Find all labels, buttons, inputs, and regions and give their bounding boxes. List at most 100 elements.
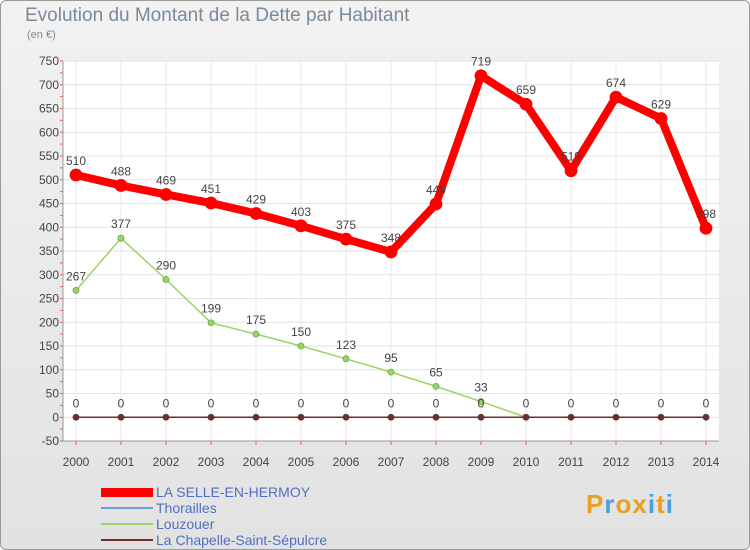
data-point <box>474 69 488 83</box>
x-tick-label: 2007 <box>378 455 405 469</box>
data-point <box>342 355 350 363</box>
y-tick-label: 400 <box>39 220 59 234</box>
legend-swatch <box>101 523 153 525</box>
y-tick-label: 0 <box>52 410 59 424</box>
data-label: 488 <box>111 164 131 178</box>
legend-item[interactable]: La Chapelle-Saint-Sépulcre <box>101 532 327 548</box>
x-tick-label: 2014 <box>693 455 720 469</box>
data-label: 0 <box>208 396 215 410</box>
data-label: 0 <box>298 396 305 410</box>
data-label: 0 <box>253 396 260 410</box>
y-tick-label: 650 <box>39 102 59 116</box>
y-tick-label: 700 <box>39 78 59 92</box>
data-point <box>117 413 125 421</box>
legend-item[interactable]: Louzouer <box>101 516 327 532</box>
legend-item[interactable]: Thorailles <box>101 500 327 516</box>
data-point <box>432 382 440 390</box>
data-label: 629 <box>651 97 671 111</box>
data-label: 0 <box>523 396 530 410</box>
data-point <box>162 413 170 421</box>
data-point <box>387 368 395 376</box>
data-label: 123 <box>336 338 356 352</box>
data-label: 0 <box>73 396 80 410</box>
logo-letter: o <box>615 489 633 519</box>
data-point <box>477 413 485 421</box>
legend-label: La Chapelle-Saint-Sépulcre <box>156 532 328 548</box>
legend-label: Louzouer <box>156 516 215 532</box>
legend-swatch <box>101 507 153 509</box>
data-point <box>72 287 80 294</box>
data-label: 377 <box>111 217 131 231</box>
data-label: 451 <box>201 182 221 196</box>
data-label: 0 <box>388 396 395 410</box>
data-label: 0 <box>568 396 575 410</box>
data-label: 199 <box>201 302 221 316</box>
data-label: 403 <box>291 205 311 219</box>
y-tick-label: 200 <box>39 315 59 329</box>
y-tick-label: 550 <box>39 149 59 163</box>
data-point <box>72 413 80 421</box>
data-label: 659 <box>516 83 536 97</box>
data-label: 267 <box>66 269 86 283</box>
chart-title: Evolution du Montant de la Dette par Hab… <box>25 5 410 26</box>
x-tick-label: 2000 <box>63 455 90 469</box>
x-tick-label: 2003 <box>198 455 225 469</box>
data-point <box>702 413 710 421</box>
data-point <box>477 398 485 405</box>
data-label: 348 <box>381 231 401 245</box>
data-label: 65 <box>429 365 443 379</box>
legend-swatch <box>101 487 153 497</box>
data-point <box>117 234 125 242</box>
data-label: 0 <box>703 396 710 410</box>
data-label: 429 <box>246 192 266 206</box>
logo-letter: r <box>604 489 616 519</box>
data-point <box>342 413 350 421</box>
chart-legend: LA SELLE-EN-HERMOY Thorailles Louzouer L… <box>101 484 327 548</box>
x-tick-label: 2009 <box>468 455 495 469</box>
data-label: 175 <box>246 313 266 327</box>
data-point <box>207 413 215 421</box>
data-point <box>249 207 263 220</box>
legend-label: Thorailles <box>156 500 217 516</box>
data-point <box>159 188 173 201</box>
data-label: 290 <box>156 259 176 273</box>
data-point <box>564 164 578 178</box>
data-point <box>162 276 170 283</box>
legend-label: LA SELLE-EN-HERMOY <box>156 484 311 500</box>
data-label: 519 <box>561 150 581 164</box>
x-tick-label: 2010 <box>513 455 540 469</box>
y-tick-label: 500 <box>39 173 59 187</box>
data-point <box>114 179 128 192</box>
x-tick-label: 2004 <box>243 455 270 469</box>
logo-letter: i <box>647 489 657 519</box>
data-label: 0 <box>658 396 665 410</box>
data-label: 95 <box>384 351 398 365</box>
data-label: 150 <box>291 325 311 339</box>
x-tick-label: 2008 <box>423 455 450 469</box>
legend-swatch <box>101 539 153 541</box>
data-label: 33 <box>474 381 488 395</box>
data-label: 0 <box>343 396 350 410</box>
data-label: 0 <box>613 396 620 410</box>
x-tick-label: 2012 <box>603 455 630 469</box>
x-tick-label: 2011 <box>558 455 584 469</box>
data-label: 398 <box>696 207 716 221</box>
x-tick-label: 2001 <box>108 455 135 469</box>
x-tick-label: 2005 <box>288 455 315 469</box>
data-point <box>612 413 620 421</box>
data-point <box>384 245 398 259</box>
legend-item[interactable]: LA SELLE-EN-HERMOY <box>101 484 327 500</box>
logo-letter: x <box>632 489 648 519</box>
data-label: 469 <box>156 173 176 187</box>
data-point <box>699 221 713 235</box>
data-point <box>297 413 305 421</box>
y-tick-label: 600 <box>39 125 59 139</box>
data-label: 0 <box>163 396 170 410</box>
logo-letter: t <box>656 489 666 519</box>
data-label: 0 <box>478 396 485 410</box>
data-point <box>387 413 395 421</box>
y-tick-label: 50 <box>46 387 60 401</box>
data-label: 510 <box>66 154 86 168</box>
data-point <box>69 168 83 182</box>
